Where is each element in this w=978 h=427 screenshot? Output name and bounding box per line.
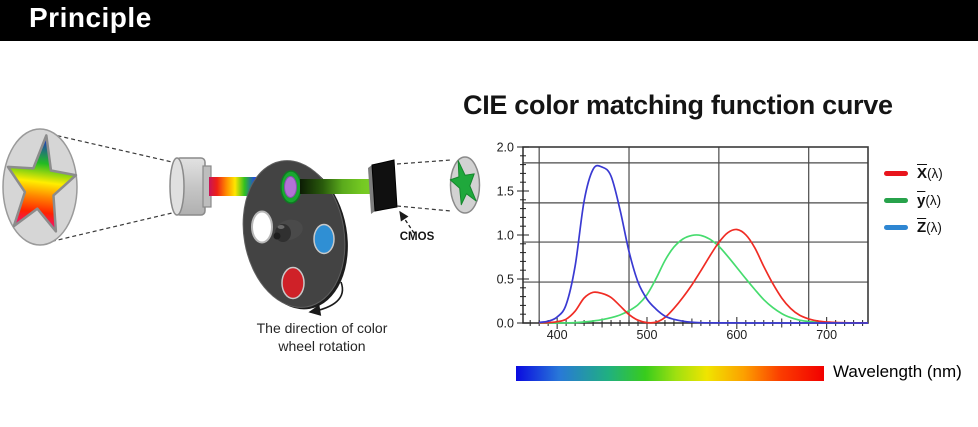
projection-line-top-right: [396, 159, 452, 165]
wheel-segment-white: [251, 210, 273, 244]
wheel-hub: [273, 219, 303, 242]
cmos-sensor: [368, 159, 398, 214]
x-tick-label: 500: [637, 328, 658, 342]
y-tick-label: 2.0: [497, 141, 514, 155]
page-title: Principle: [29, 2, 152, 33]
cie-cmf-chart: 400 500 600 700 0.0 0.5 1.0 1.5 2.0: [497, 141, 869, 342]
chart-title: CIE color matching function curve: [463, 90, 893, 120]
wheel-segment-red: [281, 266, 305, 300]
legend-item-z: Z(λ): [884, 218, 943, 237]
x-tick-label: 700: [816, 328, 837, 342]
y-tick-label: 1.0: [497, 229, 514, 243]
legend-label: X(λ): [917, 165, 943, 182]
series-curve-y: [539, 234, 868, 324]
legend-label: Z(λ): [917, 219, 942, 236]
x-tick-label: 600: [726, 328, 747, 342]
y-tick-label: 0.5: [497, 273, 514, 287]
green-beam: [300, 179, 377, 194]
chart-legend: X(λ) y(λ) Z(λ): [884, 164, 943, 245]
projection-line-bottom-left: [44, 212, 173, 244]
legend-label: y(λ): [917, 192, 942, 209]
wavelength-bar-label: Wavelength (nm): [833, 362, 962, 381]
legend-swatch: [884, 171, 908, 176]
rotation-arrow: [308, 281, 344, 316]
legend-item-y: y(λ): [884, 191, 943, 210]
legend-swatch: [884, 225, 908, 230]
rotation-caption-line2: wheel rotation: [277, 338, 365, 354]
y-tick-label: 0.0: [497, 317, 514, 331]
x-tick-label: 400: [547, 328, 568, 342]
wavelength-gradient-bar: [516, 366, 824, 381]
series-curve-x: [539, 228, 868, 324]
wheel-aperture-center: [284, 176, 297, 198]
legend-swatch: [884, 198, 908, 203]
rotation-caption-line1: The direction of color: [257, 320, 388, 336]
lens-barrel: [169, 157, 212, 216]
wheel-segment-blue: [313, 223, 335, 255]
series-curve-z: [539, 164, 868, 324]
header-bar: Principle: [0, 0, 978, 41]
rainbow-star: [1, 131, 80, 233]
cmos-label: CMOS: [400, 231, 435, 243]
color-wheel: [242, 160, 348, 310]
cmos-pointer-arrow: [399, 210, 415, 234]
projection-line-bottom-right: [396, 205, 452, 212]
projection-line-top-left: [36, 130, 173, 163]
y-tick-label: 1.5: [497, 185, 514, 199]
color-wheel-diagram: CMOS The direction of color wheel rotati…: [0, 60, 489, 354]
legend-item-x: X(λ): [884, 164, 943, 183]
green-star: [446, 158, 480, 206]
